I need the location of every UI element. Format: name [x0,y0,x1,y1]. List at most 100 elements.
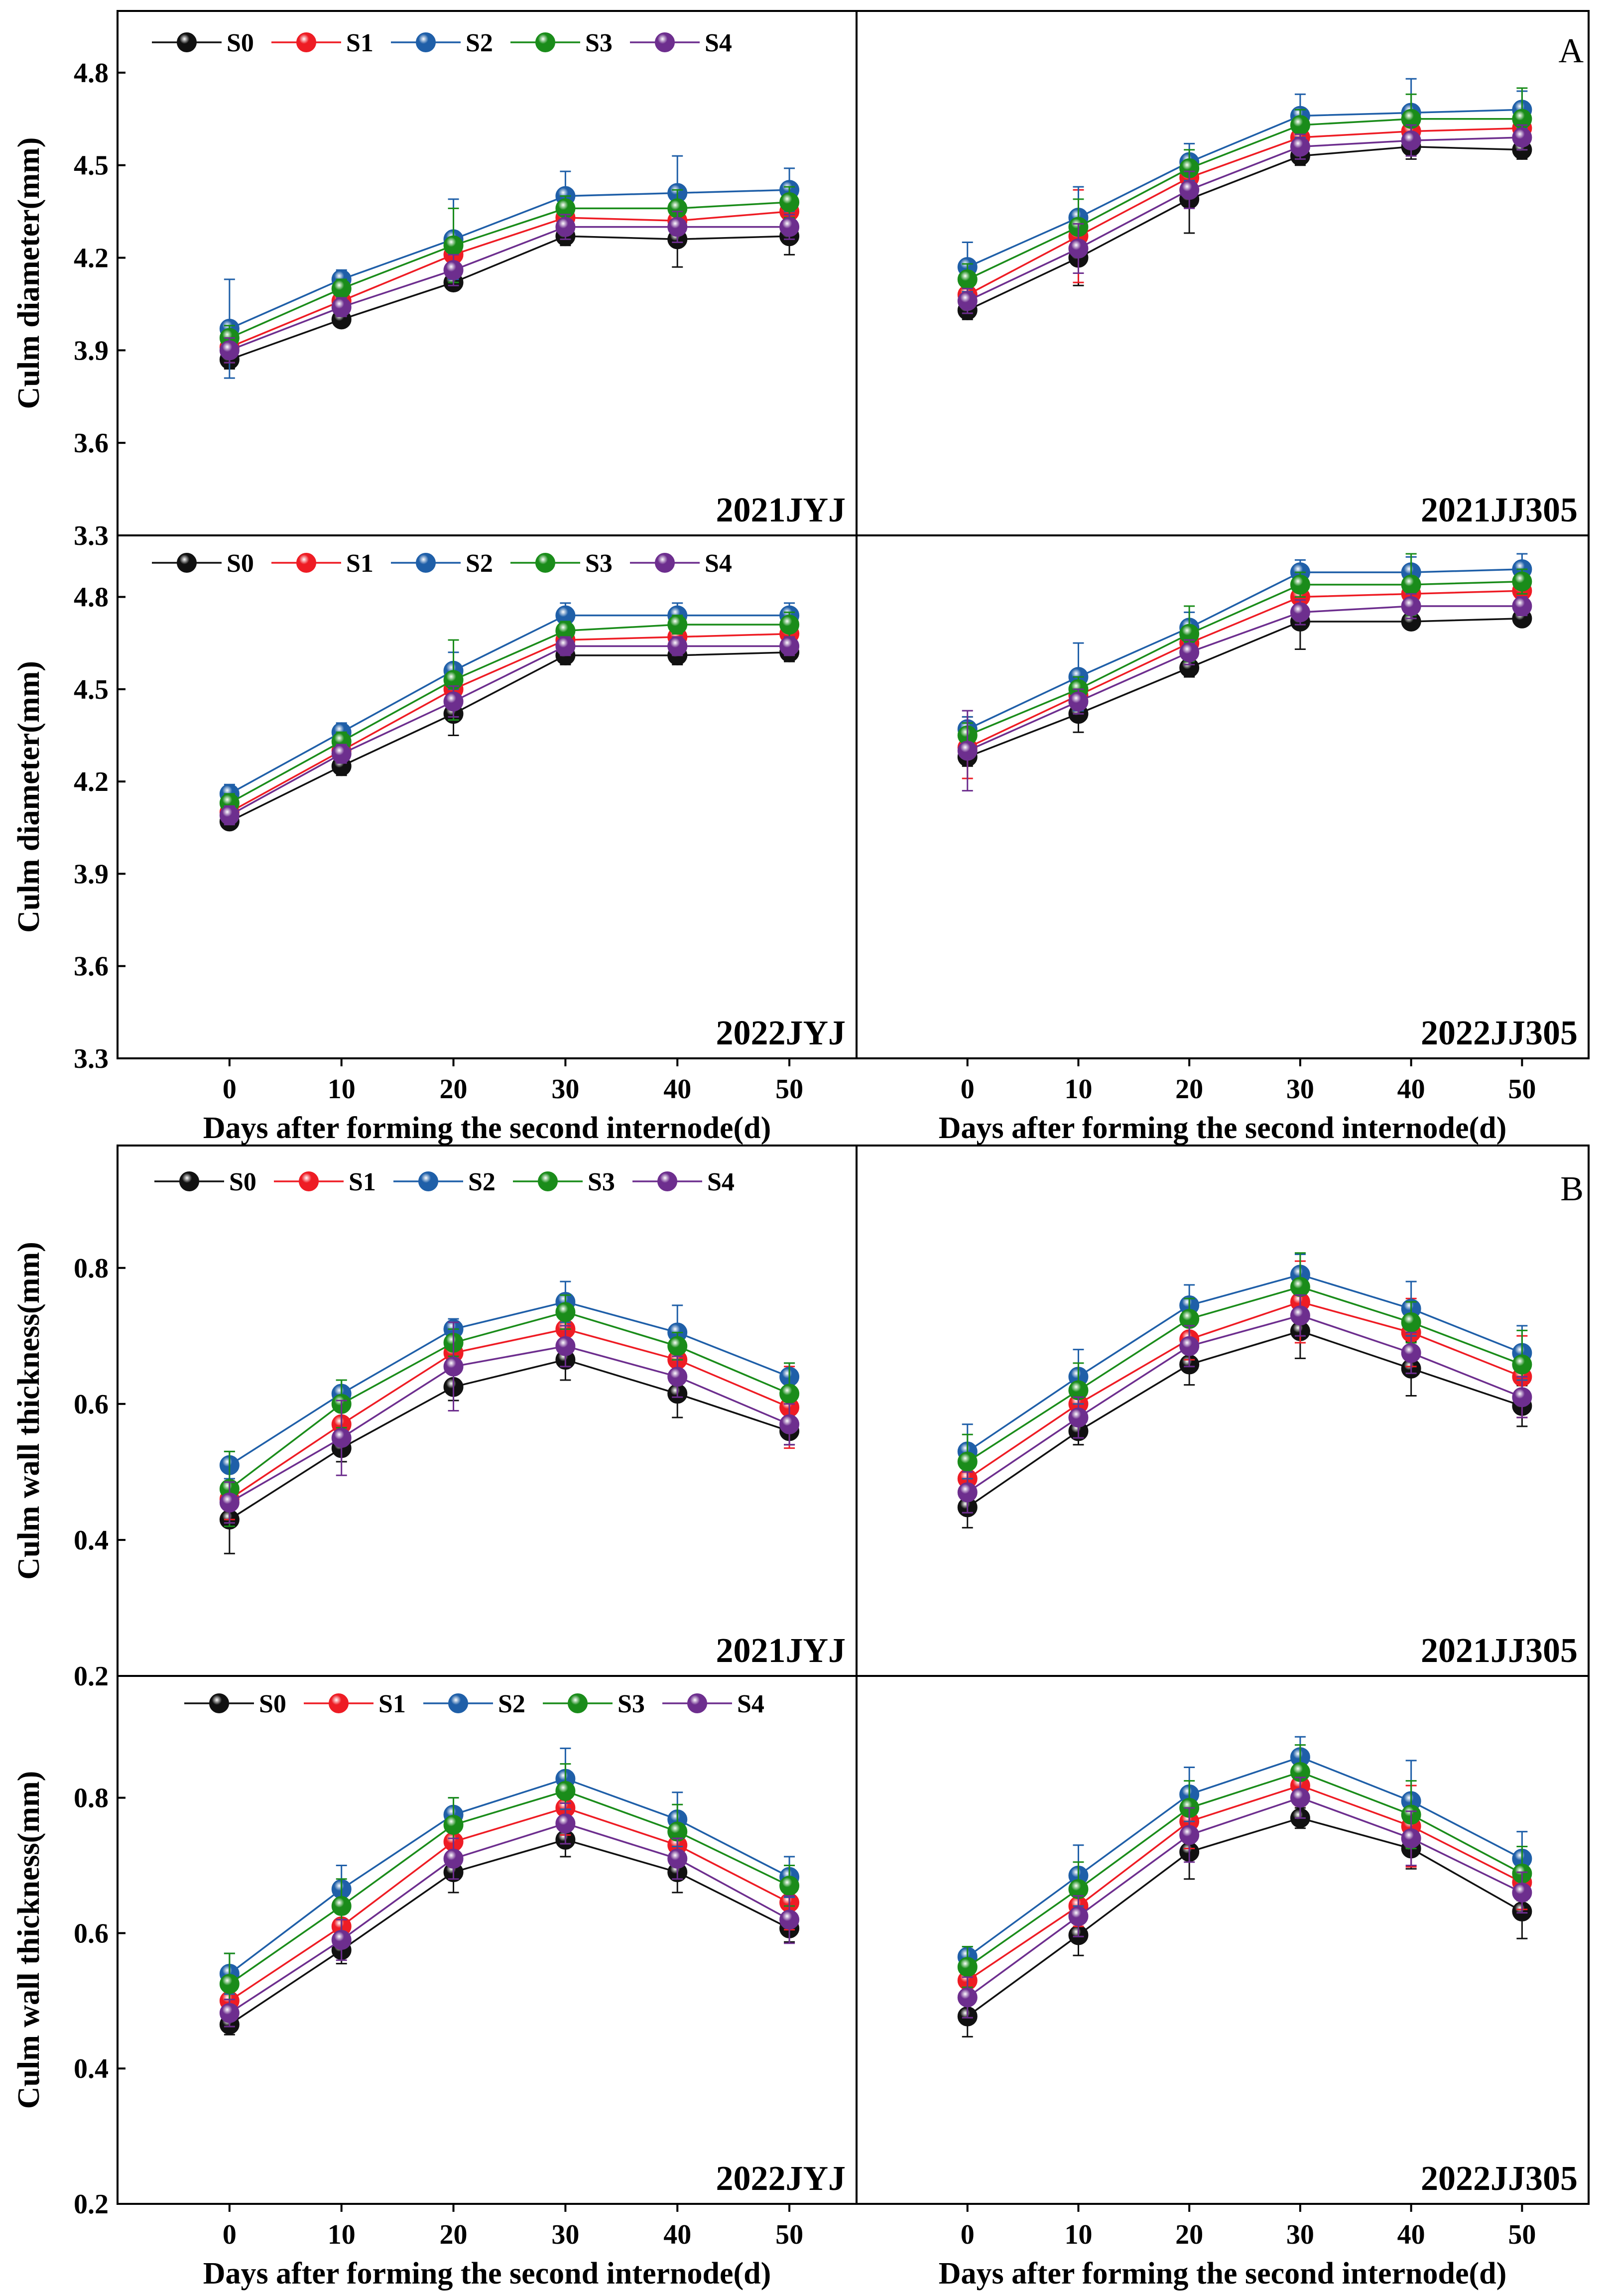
data-point [957,1987,978,2008]
panel-A-2021JJ305: 2021JJ305 [856,10,1590,536]
y-tick-label: 3.3 [74,1043,109,1074]
legend-marker [416,32,436,52]
legend-marker [418,1171,438,1191]
panel-label: 2022JYJ [716,2160,846,2198]
y-tick-label: 3.9 [74,335,109,366]
data-point [443,1356,464,1377]
legend-label: S2 [466,29,493,57]
legend-label: S2 [466,549,493,578]
series-line [229,1311,790,1490]
series-line [229,1345,790,1504]
data-point [219,805,240,826]
legend-label: S3 [585,549,613,578]
data-point [957,741,978,761]
series-line [967,590,1522,749]
panel-label: 2022JJ305 [1421,2160,1578,2198]
data-point [1401,1312,1421,1332]
data-point [1068,1906,1089,1926]
data-point [1512,1354,1532,1375]
series-S4 [957,1777,1532,2019]
data-point [1401,596,1421,617]
x-axis-title: Days after forming the second internode(… [203,2257,771,2291]
data-point [1068,238,1089,258]
legend-marker [448,1693,468,1713]
y-tick-label: 0.2 [74,2189,109,2220]
series-line [229,614,790,795]
series-line [967,1286,1522,1463]
y-tick-label: 4.5 [74,150,109,181]
data-point [779,1910,800,1930]
legend-label: S0 [227,29,254,57]
legend-marker [177,553,197,573]
series-line [967,1301,1523,1480]
legend-label: S4 [705,549,732,578]
section-label-B: B [1560,1170,1584,1208]
legend-label: S1 [346,29,373,57]
series-S4 [957,593,1532,792]
data-point [1290,1277,1310,1297]
legend-label: S0 [259,1690,286,1718]
series-line [229,1359,790,1521]
series-S2 [957,1736,1532,1968]
series-S4 [219,211,800,364]
legend-marker [535,32,555,52]
data-point [779,1384,800,1404]
series-line [967,1756,1523,1958]
y-axis-title: Culm diameter(mm) [12,137,46,409]
y-tick-label: 0.4 [74,2053,109,2084]
x-tick-label: 10 [1064,2219,1092,2250]
panel-label: 2022JYJ [716,1014,846,1052]
series-line [229,235,790,361]
legend-marker [416,553,436,573]
y-tick-label: 0.6 [74,1389,109,1420]
data-point [957,1451,978,1472]
data-point [443,1848,464,1869]
data-point [331,744,352,764]
series-S4 [219,1321,800,1524]
series-line [967,605,1522,752]
x-tick-label: 40 [1397,1074,1425,1105]
legend-label: S1 [349,1168,376,1196]
data-point [779,636,800,656]
legend-marker [535,553,555,573]
data-point [331,1930,352,1950]
series-line [229,210,790,348]
data-point [1401,130,1421,151]
series-line [229,226,790,351]
series-line [967,109,1522,268]
legend: S0 S1 S2 S3 S4 [184,1690,764,1718]
data-point [957,291,978,311]
x-tick-label: 10 [1064,1074,1092,1105]
panel-frame [856,1145,1590,1677]
data-point [1401,574,1421,595]
data-point [957,1957,978,1977]
data-point [1179,1336,1200,1356]
data-point [1512,596,1532,617]
series-line [967,568,1522,730]
series-line [229,624,790,804]
x-tick-label: 10 [328,2219,356,2250]
x-tick-label: 50 [1508,1074,1536,1105]
series-line [229,645,790,816]
section-label-A: A [1558,32,1584,70]
y-tick-label: 0.6 [74,1918,109,1949]
series-line [967,136,1522,302]
panel-label: 2021JYJ [716,1632,846,1670]
y-tick-label: 4.8 [74,582,109,613]
legend-label: S3 [618,1690,645,1718]
legend-marker [177,32,197,52]
panel-label: 2021JYJ [716,491,846,529]
series-S4 [957,1294,1532,1514]
panel-frame [117,1145,858,1677]
x-tick-label: 50 [775,1074,803,1105]
series-line [229,1328,790,1500]
series-line [967,1314,1523,1493]
data-point [1290,602,1310,623]
data-point [1512,571,1532,592]
series-line [967,580,1522,737]
data-point [1401,1828,1421,1849]
